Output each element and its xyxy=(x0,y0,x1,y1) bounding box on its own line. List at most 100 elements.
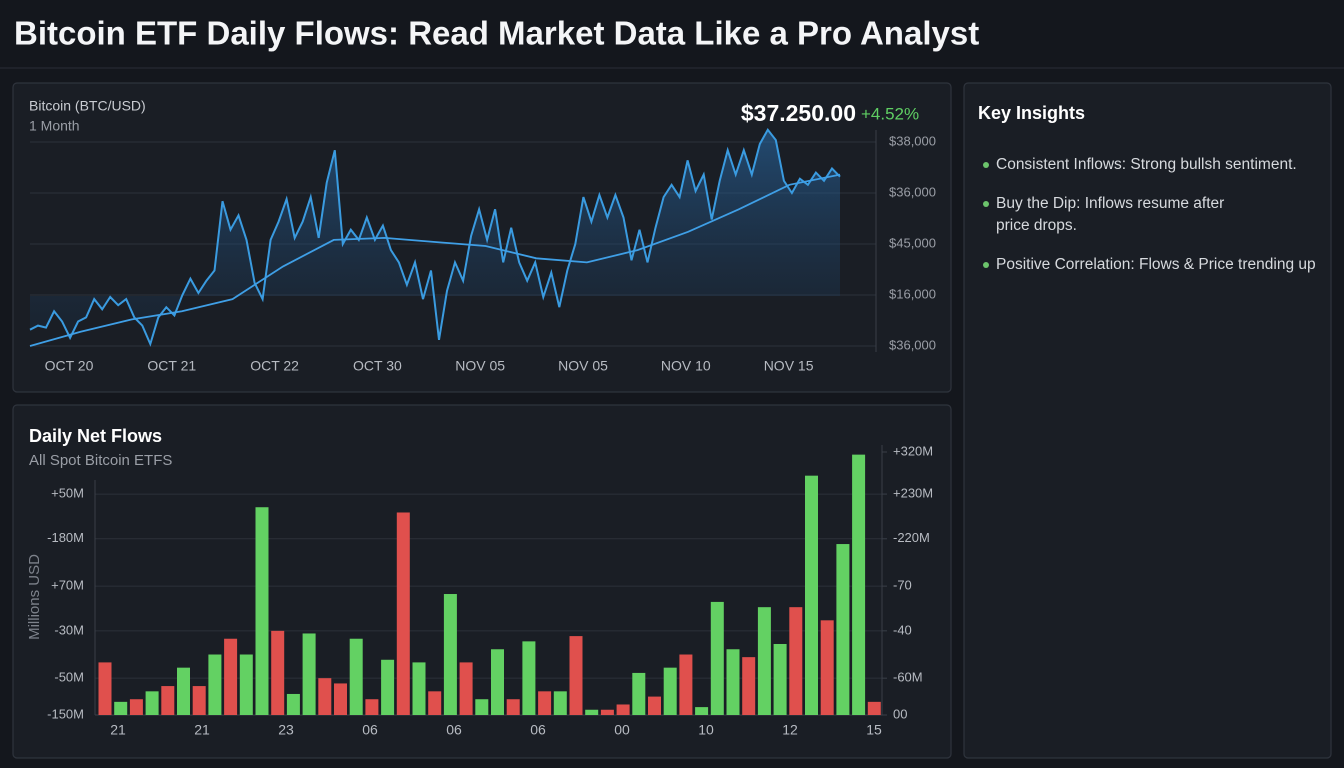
x-tick-label: NOV 05 xyxy=(558,358,608,374)
insight-text: Positive Correlation: Flows & Price tren… xyxy=(996,256,1316,273)
bar xyxy=(569,636,583,715)
bullet xyxy=(983,162,989,168)
x-tick-label: OCT 30 xyxy=(353,358,402,374)
bar xyxy=(710,601,724,715)
y2-tick-label: -70 xyxy=(893,578,912,593)
y-tick-label: -50M xyxy=(54,670,84,685)
bar xyxy=(852,454,866,715)
x-tick-label: 12 xyxy=(782,722,798,738)
bar xyxy=(789,607,803,715)
bar xyxy=(773,643,787,715)
bar xyxy=(757,607,771,715)
bar xyxy=(334,683,347,715)
bar xyxy=(161,686,175,715)
y-tick-label: $36,000 xyxy=(889,337,936,352)
bar xyxy=(491,649,504,715)
bar xyxy=(632,672,646,715)
bar xyxy=(443,594,457,715)
insights-title: Key Insights xyxy=(978,103,1085,123)
bar xyxy=(224,638,238,715)
bar xyxy=(600,709,614,715)
x-tick-label: OCT 21 xyxy=(147,358,196,374)
bar xyxy=(177,667,190,715)
bar xyxy=(663,667,677,715)
bar xyxy=(98,662,112,715)
x-tick-label: 23 xyxy=(278,722,294,738)
y2-tick-label: -220M xyxy=(893,530,930,545)
y2-tick-label: +320M xyxy=(893,443,933,458)
y-tick-label: +50M xyxy=(51,486,84,501)
y2-tick-label: -60M xyxy=(893,670,923,685)
y-tick-label: +70M xyxy=(51,578,84,593)
bar xyxy=(553,691,567,715)
bar xyxy=(648,696,661,715)
bar xyxy=(255,507,269,715)
insights-panel xyxy=(963,82,1332,759)
insight-text: Consistent Inflows: Strong bullsh sentim… xyxy=(996,156,1297,173)
x-tick-label: NOV 15 xyxy=(764,358,814,374)
x-tick-label: 06 xyxy=(362,722,378,738)
bar xyxy=(192,686,206,715)
x-tick-label: 06 xyxy=(530,722,546,738)
bar xyxy=(695,707,709,715)
y-tick-label: $36,000 xyxy=(889,184,936,199)
flows-title: Daily Net Flows xyxy=(29,426,162,446)
bar xyxy=(805,475,818,715)
bar xyxy=(867,701,881,715)
bar xyxy=(726,649,740,715)
x-tick-label: 10 xyxy=(698,722,714,738)
bar xyxy=(522,641,536,715)
x-tick-label: NOV 10 xyxy=(661,358,711,374)
bar xyxy=(506,699,520,715)
y-tick-label: -180M xyxy=(47,530,84,545)
bar xyxy=(836,544,850,715)
bar xyxy=(302,633,316,715)
y2-tick-label: -40 xyxy=(893,622,912,637)
y-axis-label: Millions USD xyxy=(26,554,43,640)
x-tick-label: 15 xyxy=(866,722,882,738)
bar xyxy=(396,512,410,715)
bar xyxy=(208,654,222,715)
y-tick-label: $45,000 xyxy=(889,235,936,250)
bar xyxy=(412,662,426,715)
average-line xyxy=(29,173,841,347)
x-tick-label: 00 xyxy=(614,722,630,738)
bar xyxy=(365,699,379,715)
bullet xyxy=(983,262,989,268)
x-tick-label: 06 xyxy=(446,722,462,738)
bar xyxy=(318,678,332,715)
bar xyxy=(538,691,552,715)
y-tick-label: -150M xyxy=(47,706,84,721)
dynamic: $38,000 $36,000 $45,000 $16,000 $36,000 OCT 2… xyxy=(29,128,1316,738)
bar xyxy=(679,654,693,715)
price-area xyxy=(30,129,840,344)
bar xyxy=(475,699,489,715)
bar xyxy=(114,701,128,715)
y-tick-label: $16,000 xyxy=(889,286,936,301)
x-tick-label: 21 xyxy=(110,722,126,738)
y2-tick-label: 00 xyxy=(893,706,907,721)
page-title: Bitcoin ETF Daily Flows: Read Market Dat… xyxy=(14,15,979,52)
bar xyxy=(428,691,442,715)
y-tick-label: $38,000 xyxy=(889,133,936,148)
x-tick-label: NOV 05 xyxy=(455,358,505,374)
bar xyxy=(129,699,143,715)
price-line xyxy=(29,128,841,347)
bar xyxy=(820,620,834,715)
x-tick-label: 21 xyxy=(194,722,210,738)
bar xyxy=(381,659,395,715)
y2-tick-label: +230M xyxy=(893,486,933,501)
bar xyxy=(742,657,756,715)
price-value: $37.250.00 xyxy=(741,100,856,126)
bar xyxy=(349,638,363,715)
price-change: +4.52% xyxy=(861,104,919,123)
flows-subtitle: All Spot Bitcoin ETFS xyxy=(29,452,172,469)
y-tick-label: -30M xyxy=(54,622,84,637)
bar xyxy=(286,693,300,715)
x-tick-label: OCT 22 xyxy=(250,358,299,374)
x-tick-label: OCT 20 xyxy=(45,358,94,374)
bar xyxy=(616,704,630,715)
bar xyxy=(585,709,599,715)
